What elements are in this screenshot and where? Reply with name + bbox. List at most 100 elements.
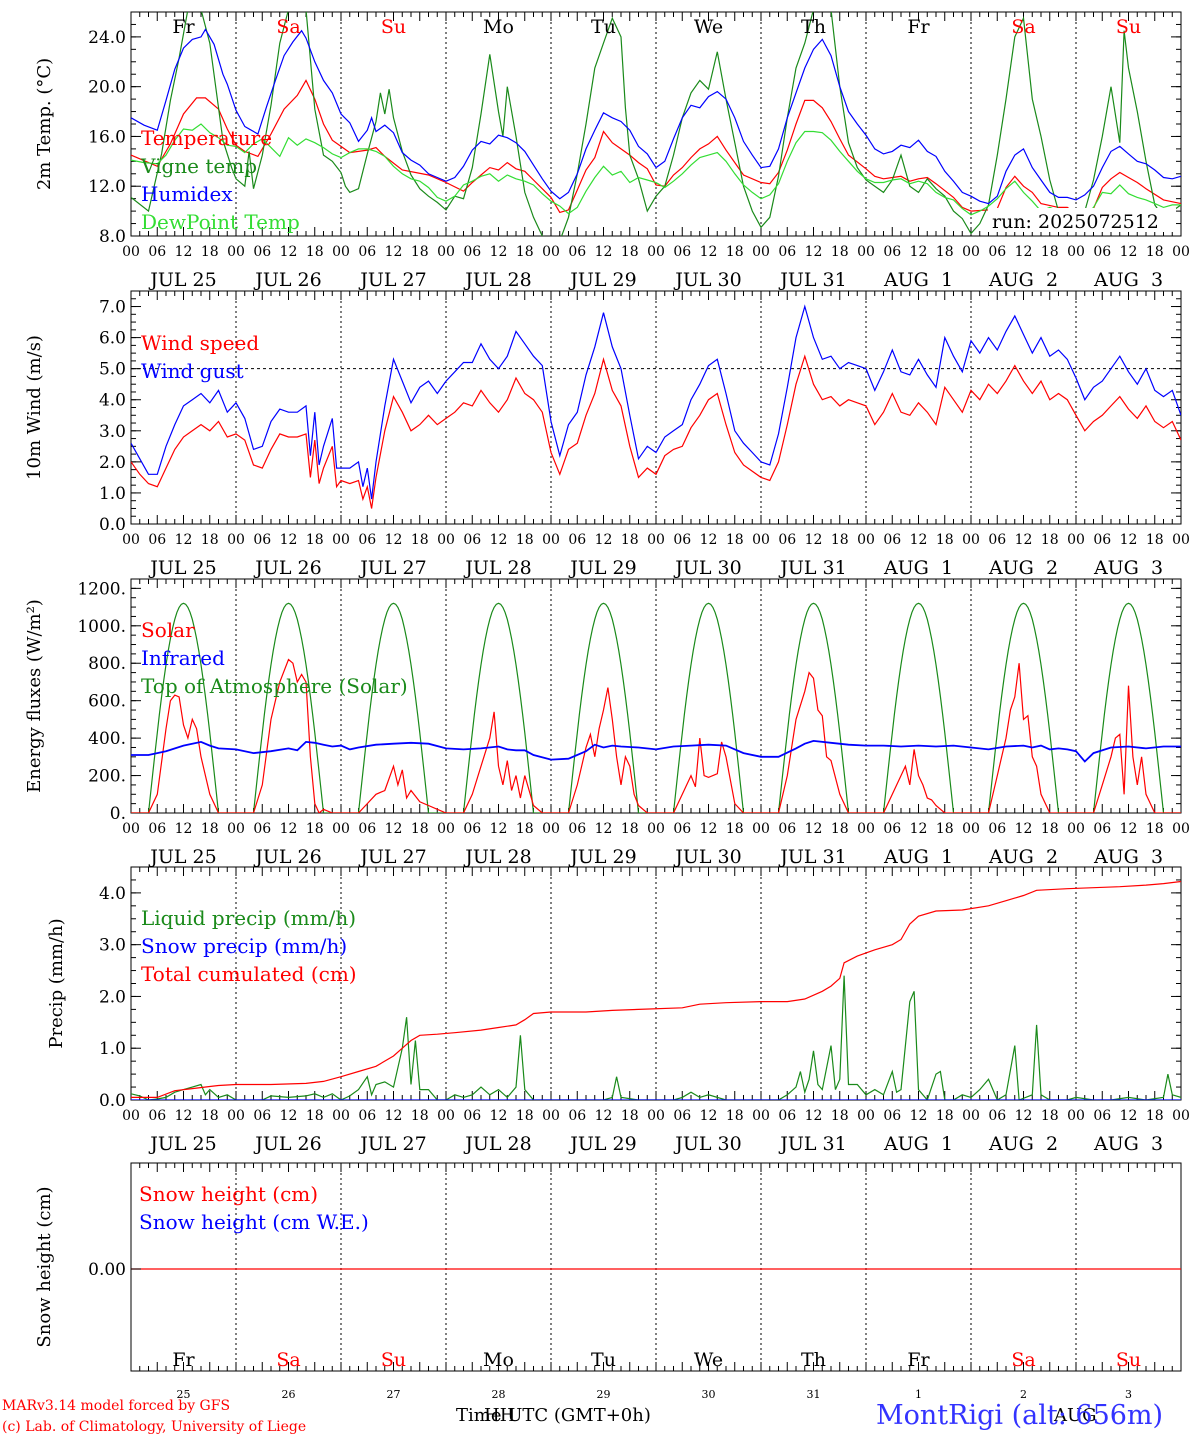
run-label-bg — [988, 208, 1176, 232]
day-name-label: Tu — [591, 16, 616, 38]
hour-tick-label: 06 — [1093, 244, 1111, 260]
date-label: AUG 1 — [883, 846, 953, 868]
hour-tick-label: 00 — [227, 532, 245, 548]
hour-tick-label: 06 — [778, 532, 796, 548]
legend-entry: Temperature — [141, 126, 272, 150]
hour-tick-label: 18 — [936, 1108, 954, 1124]
series-line-wind-speed — [131, 354, 1181, 509]
plot-area — [131, 602, 1181, 813]
day-number-label: 3 — [1125, 1388, 1132, 1401]
hour-tick-label: 06 — [673, 532, 691, 548]
hour-tick-label: 18 — [516, 1108, 534, 1124]
date-label: JUL 25 — [148, 1133, 216, 1155]
date-label: AUG 2 — [988, 1133, 1058, 1155]
hour-tick-label: 06 — [883, 244, 901, 260]
panel-snow: Snow height (cm) 0.00 Snow height (cm) Snow… — [34, 1162, 1182, 1401]
hour-tick-label: 00 — [647, 1108, 665, 1124]
date-label: JUL 26 — [253, 846, 321, 868]
hour-tick-label: 18 — [621, 244, 639, 260]
series-line-humidex — [131, 28, 1181, 205]
y-tick-label: 200. — [88, 767, 126, 787]
hour-tick-label: 18 — [306, 244, 324, 260]
hour-tick-label: 18 — [1146, 532, 1164, 548]
hour-tick-label: 00 — [122, 1108, 140, 1124]
hour-tick-label: 00 — [122, 532, 140, 548]
date-label: JUL 31 — [778, 1133, 846, 1155]
date-label: JUL 28 — [463, 1133, 531, 1155]
day-name-label: Sa — [1011, 16, 1035, 38]
hour-tick-label: 12 — [1015, 244, 1033, 260]
series-line-dewpoint-temp — [131, 123, 1181, 217]
panel-wind: 0.0 1.0 2.0 3.0 4.0 5.0 6.0 7.0 10m Wind (m/s) 00… — [24, 290, 1190, 579]
hour-tick-label: 06 — [568, 244, 586, 260]
y-tick-label: 0.0 — [99, 1091, 126, 1111]
hour-tick-label: 06 — [988, 532, 1006, 548]
y-axis-label: Snow height (cm) — [34, 1186, 55, 1347]
y-tick-label: 1000. — [77, 617, 126, 637]
hour-tick-label: 00 — [752, 1108, 770, 1124]
footer-credit-2: (c) Lab. of Climatology, University of L… — [2, 1419, 307, 1435]
hour-tick-label: 00 — [437, 1108, 455, 1124]
hour-tick-label: 00 — [647, 821, 665, 837]
hour-tick-label: 18 — [306, 532, 324, 548]
date-label: AUG 3 — [1093, 557, 1163, 579]
hour-tick-label: 06 — [673, 821, 691, 837]
date-label: JUL 28 — [463, 269, 531, 291]
hour-tick-label: 18 — [1146, 821, 1164, 837]
hour-tick-label: 12 — [175, 1108, 193, 1124]
hour-tick-label: 06 — [253, 532, 271, 548]
hour-tick-label: 06 — [463, 244, 481, 260]
hour-tick-label: 18 — [411, 244, 429, 260]
time-axis-title: Time UTC (GMT+0h) — [456, 1405, 651, 1426]
hour-tick-label: 00 — [437, 244, 455, 260]
day-name-label: Fr — [907, 16, 930, 38]
hour-tick-label: 12 — [910, 532, 928, 548]
hour-tick-label: 12 — [280, 244, 298, 260]
hour-tick-label: 06 — [463, 532, 481, 548]
y-axis-label: Precip (mm/h) — [46, 918, 67, 1048]
hour-tick-label: 12 — [595, 532, 613, 548]
day-name-label: Mo — [483, 1349, 514, 1371]
hour-tick-label: 00 — [1172, 821, 1190, 837]
hour-tick-label: 00 — [227, 244, 245, 260]
plot-area — [131, 12, 1181, 236]
hour-tick-label: 00 — [542, 532, 560, 548]
hour-tick-label: 18 — [411, 1108, 429, 1124]
y-tick-label: 0.00 — [88, 1260, 126, 1280]
hour-tick-label: 12 — [280, 532, 298, 548]
hour-tick-label: 18 — [1146, 244, 1164, 260]
y-tick-label: 5.0 — [99, 360, 126, 380]
y-tick-label: 2.0 — [99, 987, 126, 1007]
hour-tick-label: 06 — [883, 1108, 901, 1124]
hour-tick-label: 06 — [1093, 1108, 1111, 1124]
legend-entry: Snow precip (mm/h) — [141, 934, 347, 958]
date-label: JUL 30 — [673, 846, 741, 868]
series-line-wind-gust — [131, 304, 1181, 500]
hour-tick-label: 06 — [883, 532, 901, 548]
hour-tick-label: 12 — [385, 532, 403, 548]
hour-tick-label: 06 — [148, 532, 166, 548]
day-name-label: Tu — [591, 1349, 616, 1371]
y-tick-label: 0. — [110, 804, 126, 824]
hour-tick-label: 12 — [700, 532, 718, 548]
legend-entry: DewPoint Temp — [141, 210, 300, 234]
day-name-label: Fr — [172, 1349, 195, 1371]
y-tick-label: 1200. — [77, 579, 126, 599]
hour-tick-label: 00 — [227, 821, 245, 837]
hour-tick-label: 18 — [621, 1108, 639, 1124]
hour-tick-label: 06 — [358, 244, 376, 260]
hour-tick-label: 12 — [1120, 532, 1138, 548]
day-number-label: 31 — [807, 1388, 821, 1401]
hour-tick-label: 12 — [700, 244, 718, 260]
hour-tick-label: 18 — [726, 532, 744, 548]
y-tick-label: 2.0 — [99, 453, 126, 473]
hour-tick-label: 12 — [595, 821, 613, 837]
hour-tick-label: 18 — [1041, 532, 1059, 548]
hour-tick-label: 00 — [962, 532, 980, 548]
day-name-label: Th — [801, 1349, 826, 1371]
day-number-label: 30 — [702, 1388, 716, 1401]
hour-tick-label: 00 — [647, 532, 665, 548]
day-number-label: 28 — [492, 1388, 506, 1401]
plot-area — [131, 880, 1181, 1100]
hour-tick-label: 12 — [700, 1108, 718, 1124]
